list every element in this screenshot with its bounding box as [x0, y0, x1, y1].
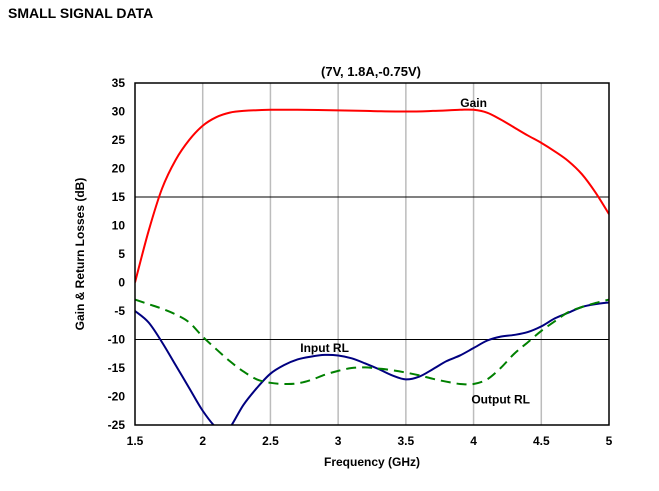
- y-tick-label: -5: [114, 304, 125, 318]
- x-axis-label: Frequency (GHz): [324, 455, 420, 469]
- y-tick-label: 5: [118, 247, 125, 261]
- y-tick-label: 35: [112, 76, 126, 90]
- annotation-gain: Gain: [460, 96, 487, 110]
- x-tick-label: 3: [335, 434, 342, 448]
- x-tick-label: 4: [470, 434, 477, 448]
- chart-title: (7V, 1.8A,-0.75V): [321, 64, 421, 79]
- y-tick-label: 25: [112, 133, 126, 147]
- y-tick-label: 0: [118, 276, 125, 290]
- y-tick-label: 20: [112, 162, 126, 176]
- grid-layer: [135, 83, 609, 425]
- annotation-layer: Gain Input RL Output RL: [300, 96, 530, 406]
- page-heading: SMALL SIGNAL DATA: [8, 5, 154, 21]
- annotation-input-rl: Input RL: [300, 341, 349, 355]
- series-line-output-rl: [135, 298, 609, 386]
- annotation-output-rl: Output RL: [471, 392, 530, 406]
- x-tick-label: 1.5: [127, 434, 144, 448]
- plot-frame: [134, 82, 610, 426]
- x-tick-label: 2: [199, 434, 206, 448]
- y-tick-label: -10: [108, 333, 126, 347]
- series-line-gain: [135, 108, 609, 283]
- y-tick-label: 15: [112, 190, 126, 204]
- tick-layer: 35 30 25 20 15 10 5 0 -5 -10 -15 -20 -251.5 2 2.5 3 3.5 4…: [108, 76, 613, 448]
- y-axis-label: Gain & Return Losses (dB): [73, 178, 87, 331]
- y-tick-label: 10: [112, 219, 126, 233]
- series-layer: [135, 108, 609, 425]
- y-tick-label: -15: [108, 361, 126, 375]
- y-tick-label: -25: [108, 418, 126, 432]
- y-tick-label: 30: [112, 105, 126, 119]
- y-tick-label: -20: [108, 390, 126, 404]
- series-line-input-rl: [135, 301, 609, 425]
- x-tick-label: 2.5: [262, 434, 279, 448]
- x-tick-label: 4.5: [533, 434, 550, 448]
- x-tick-label: 5: [606, 434, 613, 448]
- x-tick-label: 3.5: [398, 434, 415, 448]
